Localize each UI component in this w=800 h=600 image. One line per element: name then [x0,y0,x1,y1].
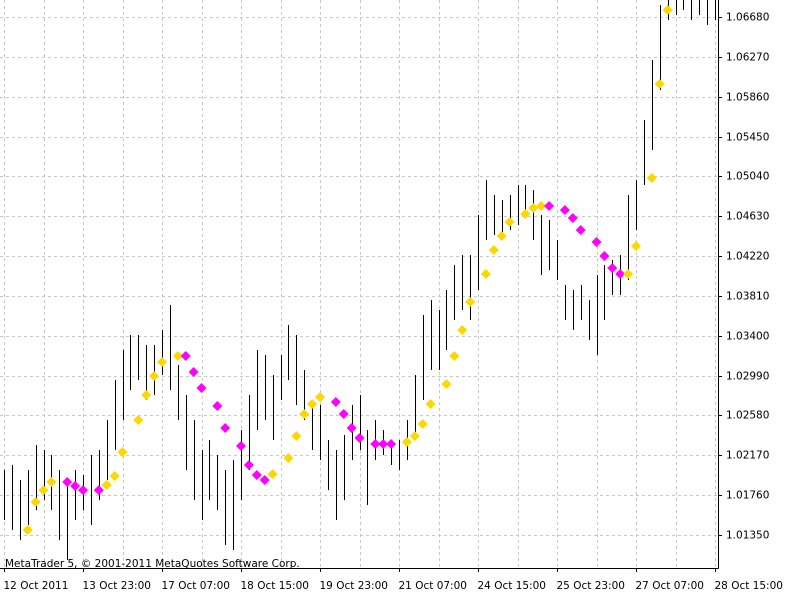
indicator-dot [607,263,618,274]
indicator-dot [141,390,152,401]
indicator-dot [243,459,254,470]
indicator-dot [480,269,491,280]
indicator-dot [172,351,183,362]
y-tick-label: 1.02170 [726,450,769,462]
indicator-dot [109,470,120,481]
indicator-dot [441,379,452,390]
indicator-dot [346,422,357,433]
indicator-dot [496,231,507,242]
indicator-dot [520,208,531,219]
grid [0,0,718,568]
x-tick-label: 28 Oct 15:00 [715,580,783,592]
indicator-dot [465,297,476,308]
x-tick-label: 21 Oct 07:00 [399,580,467,592]
indicator-dot [299,408,310,419]
indicator-dot [101,480,112,491]
x-tick-label: 12 Oct 2011 [4,580,69,592]
indicator-dot [22,525,33,536]
y-tick-label: 1.05450 [726,132,769,144]
x-tick-label: 24 Oct 15:00 [478,580,546,592]
indicator-dot [378,439,389,450]
y-tick-label: 1.06270 [726,52,769,64]
x-tick-label: 13 Oct 23:00 [83,580,151,592]
indicator-dot [386,439,397,450]
y-tick-label: 1.03400 [726,331,769,343]
indicator-dot [567,212,578,223]
indicator-dot [70,480,81,491]
indicator-dot [133,414,144,425]
x-tick-label: 17 Oct 07:00 [162,580,230,592]
indicator-dot [157,356,167,367]
indicator-dot [488,245,499,256]
indicator-dot [117,446,128,457]
y-tick-label: 1.04220 [726,251,769,263]
y-tick-label: 1.01760 [726,490,769,502]
indicator-dot [236,441,246,452]
indicator-dot [575,225,586,236]
plot [4,0,716,561]
x-tick-label: 19 Oct 23:00 [320,580,388,592]
indicator-dot [449,351,460,362]
indicator-dot [78,485,88,496]
indicator-dot [504,217,515,228]
indicator-dot [291,431,302,442]
indicator-dot [401,436,412,447]
copyright: MetaTrader 5, © 2001-2011 MetaQuotes Sof… [5,558,300,570]
x-tick-label: 27 Oct 07:00 [636,580,704,592]
x-tick-label: 18 Oct 15:00 [241,580,309,592]
indicator-dot [409,431,420,442]
indicator-dot [599,250,610,261]
indicator-dot [149,370,160,381]
indicator-dot [544,201,555,212]
indicator-dot [315,392,325,403]
indicator-dot [196,383,207,394]
indicator-dot [220,422,231,433]
indicator-dot [591,236,602,247]
indicator-dot [251,470,262,481]
indicator-dot [46,476,57,487]
indicator-dot [654,78,665,89]
indicator-dot [62,476,73,487]
indicator-dot [212,401,223,412]
indicator-dot [559,204,570,215]
indicator-dot [307,399,318,410]
y-tick-label: 1.05040 [726,171,769,183]
indicator-dot [338,408,349,419]
y-tick-label: 1.05860 [726,92,769,104]
indicator-dot [623,269,634,280]
indicator-dot [354,432,365,443]
indicator-dot [330,397,341,408]
indicator-dot [662,5,673,16]
indicator-dot [188,366,199,377]
y-tick-label: 1.02580 [726,410,769,422]
indicator-dot [283,452,294,463]
y-tick-label: 1.06680 [726,12,769,24]
indicator-dot [180,351,191,362]
y-tick-label: 1.01350 [726,530,769,542]
indicator-dot [370,439,381,450]
indicator-dot [615,269,626,280]
indicator-dot [38,485,49,496]
indicator-dot [30,497,41,508]
indicator-dot [631,241,641,252]
indicator-dot [259,475,270,486]
indicator-dot [528,203,539,214]
y-tick-label: 1.03810 [726,291,769,303]
indicator-dot [536,201,547,212]
indicator-dot [267,469,278,480]
indicator-dot [417,418,428,429]
indicator-dot [646,173,657,184]
y-tick-label: 1.04630 [726,211,769,223]
indicator-dot [93,485,104,496]
indicator-dot [457,325,468,336]
indicator-dot [425,399,436,410]
x-tick-label: 25 Oct 23:00 [557,580,625,592]
y-tick-label: 1.02990 [726,371,769,383]
